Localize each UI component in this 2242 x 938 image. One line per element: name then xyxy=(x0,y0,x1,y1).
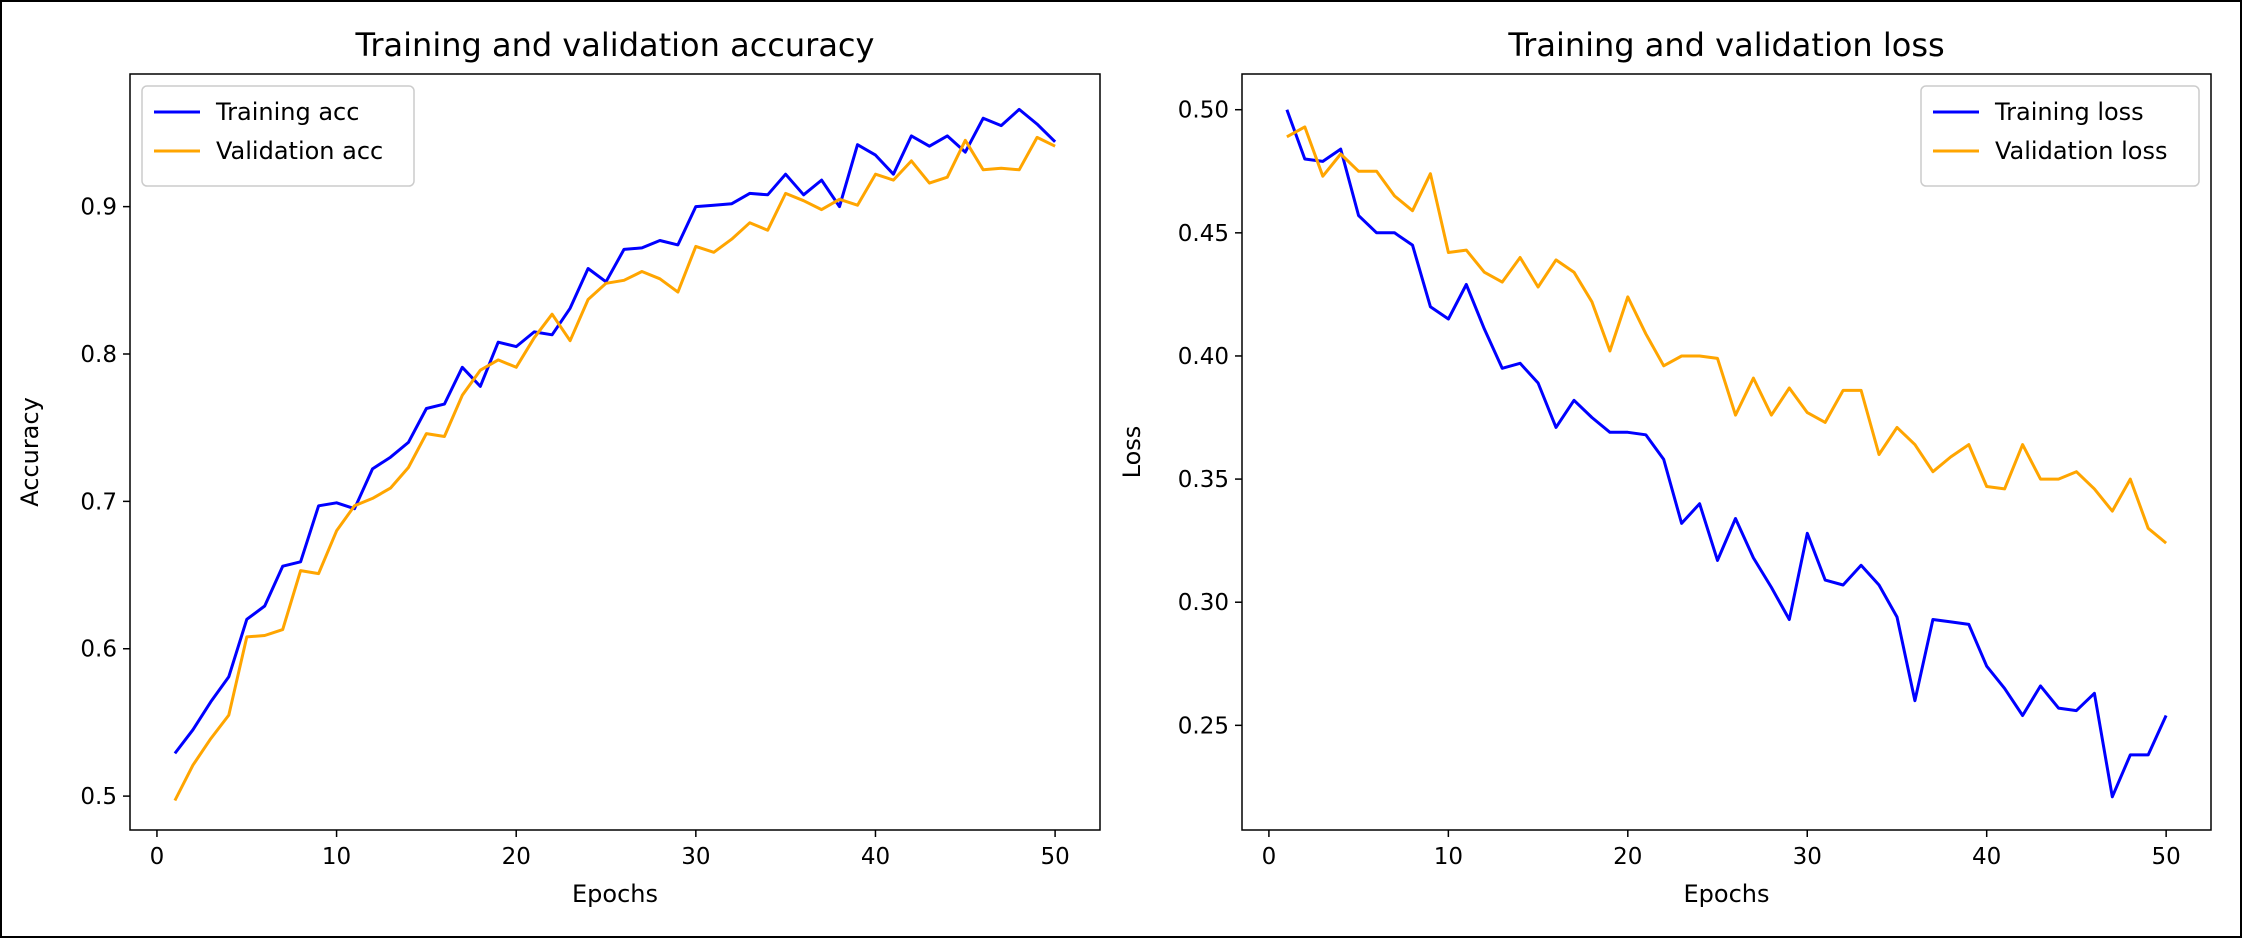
legend: Training loss Validation loss xyxy=(1920,85,2200,187)
x-tick-label: 20 xyxy=(502,844,531,870)
x-tick-label: 10 xyxy=(1434,844,1463,870)
y-tick-label: 0.25 xyxy=(1178,713,1229,739)
chart-accuracy: Training and validation accuracy 0 10 20 30 4… xyxy=(16,26,1101,908)
chart-title: Training and validation accuracy xyxy=(355,26,875,64)
x-tick-label: 50 xyxy=(1040,844,1069,870)
x-axis-label: Epochs xyxy=(1684,880,1770,908)
y-tick-label: 0.8 xyxy=(80,342,117,368)
x-tick-label: 0 xyxy=(1262,844,1277,870)
x-tick-label: 40 xyxy=(1972,844,2001,870)
legend-box xyxy=(141,85,415,187)
y-tick-label: 0.6 xyxy=(80,637,117,663)
x-tick-label: 30 xyxy=(681,844,710,870)
series-line-validation-loss xyxy=(1286,125,2168,545)
y-tick-label: 0.50 xyxy=(1178,98,1229,124)
x-tick-label: 0 xyxy=(150,844,165,870)
plot-frame xyxy=(1241,73,2212,831)
chart-loss: Training and validation loss 0 10 20 30 40 50 0… xyxy=(1118,26,2212,908)
y-tick-label: 0.5 xyxy=(80,784,117,810)
legend: Training acc Validation acc xyxy=(141,85,415,187)
legend-label: Training loss xyxy=(1994,98,2144,126)
legend-label: Validation loss xyxy=(1995,137,2168,165)
y-tick-label: 0.9 xyxy=(80,195,117,221)
y-axis-label: Loss xyxy=(1118,426,1146,479)
y-tick-label: 0.45 xyxy=(1178,221,1229,247)
y-tick-label: 0.30 xyxy=(1178,590,1229,616)
x-axis-label: Epochs xyxy=(572,880,658,908)
series-line-training-loss xyxy=(1285,109,2168,799)
x-tick-label: 50 xyxy=(2151,844,2180,870)
x-tick-label: 40 xyxy=(861,844,890,870)
x-tick-label: 10 xyxy=(322,844,351,870)
series-line-training-acc xyxy=(173,107,1057,755)
y-tick-label: 0.40 xyxy=(1178,344,1229,370)
y-axis-label: Accuracy xyxy=(16,397,44,507)
legend-box xyxy=(1920,85,2200,187)
legend-label: Validation acc xyxy=(216,137,383,165)
y-tick-label: 0.35 xyxy=(1178,467,1229,493)
series-line-validation-acc xyxy=(173,135,1056,802)
x-tick-label: 30 xyxy=(1793,844,1822,870)
y-tick-label: 0.7 xyxy=(80,489,117,515)
chart-title: Training and validation loss xyxy=(1507,26,1944,64)
plot-frame xyxy=(129,73,1101,831)
legend-label: Training acc xyxy=(215,98,359,126)
x-tick-label: 20 xyxy=(1613,844,1642,870)
